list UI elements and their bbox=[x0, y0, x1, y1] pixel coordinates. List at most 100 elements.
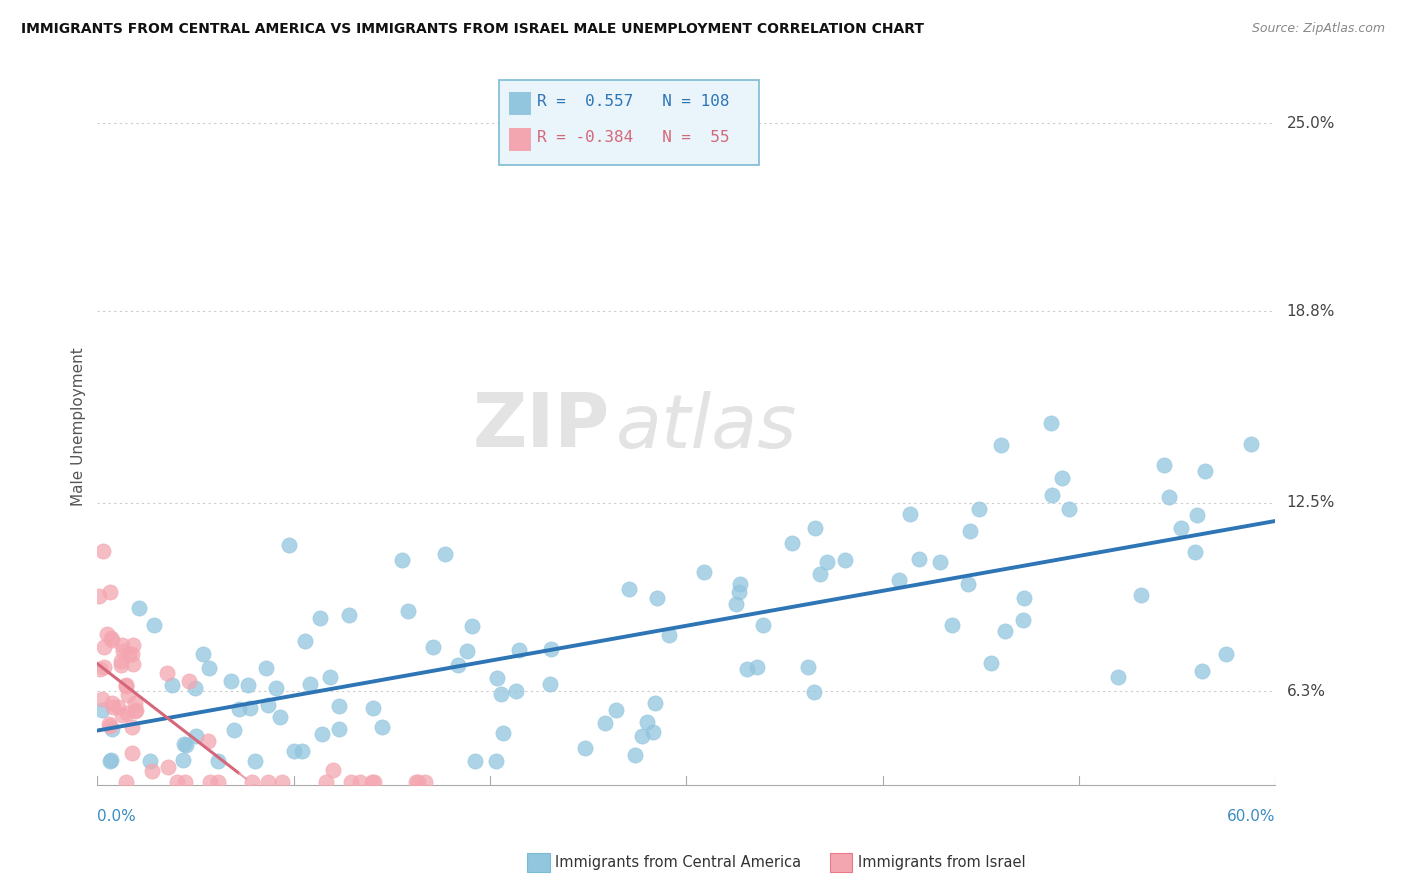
Point bbox=[405, 775, 427, 789]
Point bbox=[538, 677, 561, 691]
Text: Source: ZipAtlas.com: Source: ZipAtlas.com bbox=[1251, 22, 1385, 36]
Point bbox=[647, 591, 669, 605]
Point bbox=[89, 589, 111, 603]
Point bbox=[172, 753, 194, 767]
Point bbox=[887, 573, 910, 587]
Point bbox=[243, 754, 266, 768]
Point bbox=[413, 775, 436, 789]
Point bbox=[361, 775, 384, 789]
Point bbox=[780, 536, 803, 550]
Point bbox=[283, 743, 305, 757]
Point bbox=[1040, 488, 1063, 502]
Point bbox=[456, 644, 478, 658]
Point bbox=[993, 624, 1015, 639]
Point bbox=[797, 660, 820, 674]
Point bbox=[1170, 521, 1192, 535]
Point bbox=[727, 584, 749, 599]
Point bbox=[361, 700, 384, 714]
Point bbox=[157, 760, 180, 774]
Point bbox=[107, 700, 129, 714]
Point bbox=[239, 701, 262, 715]
Point bbox=[191, 647, 214, 661]
Point bbox=[1157, 491, 1180, 505]
Point bbox=[1050, 471, 1073, 485]
Point bbox=[174, 775, 197, 789]
Point bbox=[803, 684, 825, 698]
Point bbox=[184, 729, 207, 743]
Point bbox=[294, 634, 316, 648]
Point bbox=[1107, 670, 1129, 684]
Point bbox=[574, 740, 596, 755]
Point bbox=[322, 763, 344, 777]
Point bbox=[111, 638, 134, 652]
Point bbox=[291, 744, 314, 758]
Point bbox=[101, 722, 124, 736]
Point bbox=[89, 662, 111, 676]
Point bbox=[1184, 545, 1206, 559]
Point bbox=[278, 538, 301, 552]
Point bbox=[391, 552, 413, 566]
Point bbox=[98, 585, 121, 599]
Point bbox=[115, 680, 138, 694]
Point bbox=[198, 661, 221, 675]
Point bbox=[508, 642, 530, 657]
Point bbox=[724, 597, 747, 611]
Point bbox=[240, 775, 263, 789]
Point bbox=[270, 775, 292, 789]
Point bbox=[728, 577, 751, 591]
Point bbox=[100, 632, 122, 647]
Point bbox=[617, 582, 640, 597]
Point bbox=[115, 678, 138, 692]
Point bbox=[605, 703, 627, 717]
Point bbox=[406, 775, 429, 789]
Point bbox=[641, 724, 664, 739]
Point bbox=[624, 747, 647, 762]
Point bbox=[804, 521, 827, 535]
Point bbox=[121, 639, 143, 653]
Point bbox=[124, 696, 146, 710]
Point bbox=[308, 611, 330, 625]
Point bbox=[486, 671, 509, 685]
Text: Immigrants from Israel: Immigrants from Israel bbox=[858, 855, 1025, 870]
Point bbox=[121, 657, 143, 672]
Point bbox=[299, 677, 322, 691]
Point bbox=[540, 641, 562, 656]
Point bbox=[929, 555, 952, 569]
Point bbox=[941, 618, 963, 632]
Point bbox=[644, 696, 666, 710]
Point bbox=[492, 726, 515, 740]
Text: 0.0%: 0.0% bbox=[97, 810, 136, 824]
Point bbox=[593, 716, 616, 731]
Point bbox=[396, 604, 419, 618]
Point bbox=[98, 754, 121, 768]
Point bbox=[1011, 613, 1033, 627]
Y-axis label: Male Unemployment: Male Unemployment bbox=[72, 348, 86, 507]
Point bbox=[110, 658, 132, 673]
Point bbox=[1153, 458, 1175, 472]
Point bbox=[1039, 416, 1062, 430]
Point bbox=[434, 547, 457, 561]
Point bbox=[117, 648, 139, 662]
Point bbox=[340, 775, 363, 789]
Point bbox=[751, 618, 773, 632]
Point bbox=[980, 656, 1002, 670]
Point bbox=[198, 775, 221, 789]
Text: 6.3%: 6.3% bbox=[1286, 683, 1326, 698]
Text: 25.0%: 25.0% bbox=[1286, 116, 1334, 131]
Point bbox=[110, 654, 132, 668]
Point bbox=[337, 608, 360, 623]
Text: IMMIGRANTS FROM CENTRAL AMERICA VS IMMIGRANTS FROM ISRAEL MALE UNEMPLOYMENT CORR: IMMIGRANTS FROM CENTRAL AMERICA VS IMMIG… bbox=[21, 22, 924, 37]
Point bbox=[207, 775, 229, 789]
Point bbox=[461, 619, 484, 633]
Point bbox=[184, 681, 207, 695]
Point bbox=[197, 734, 219, 748]
Point bbox=[254, 661, 277, 675]
Point bbox=[100, 631, 122, 645]
Point bbox=[371, 720, 394, 734]
Point bbox=[174, 739, 197, 753]
Point bbox=[990, 438, 1012, 452]
Point bbox=[1194, 464, 1216, 478]
Point bbox=[111, 643, 134, 657]
Point bbox=[447, 657, 470, 672]
Point bbox=[264, 681, 287, 696]
